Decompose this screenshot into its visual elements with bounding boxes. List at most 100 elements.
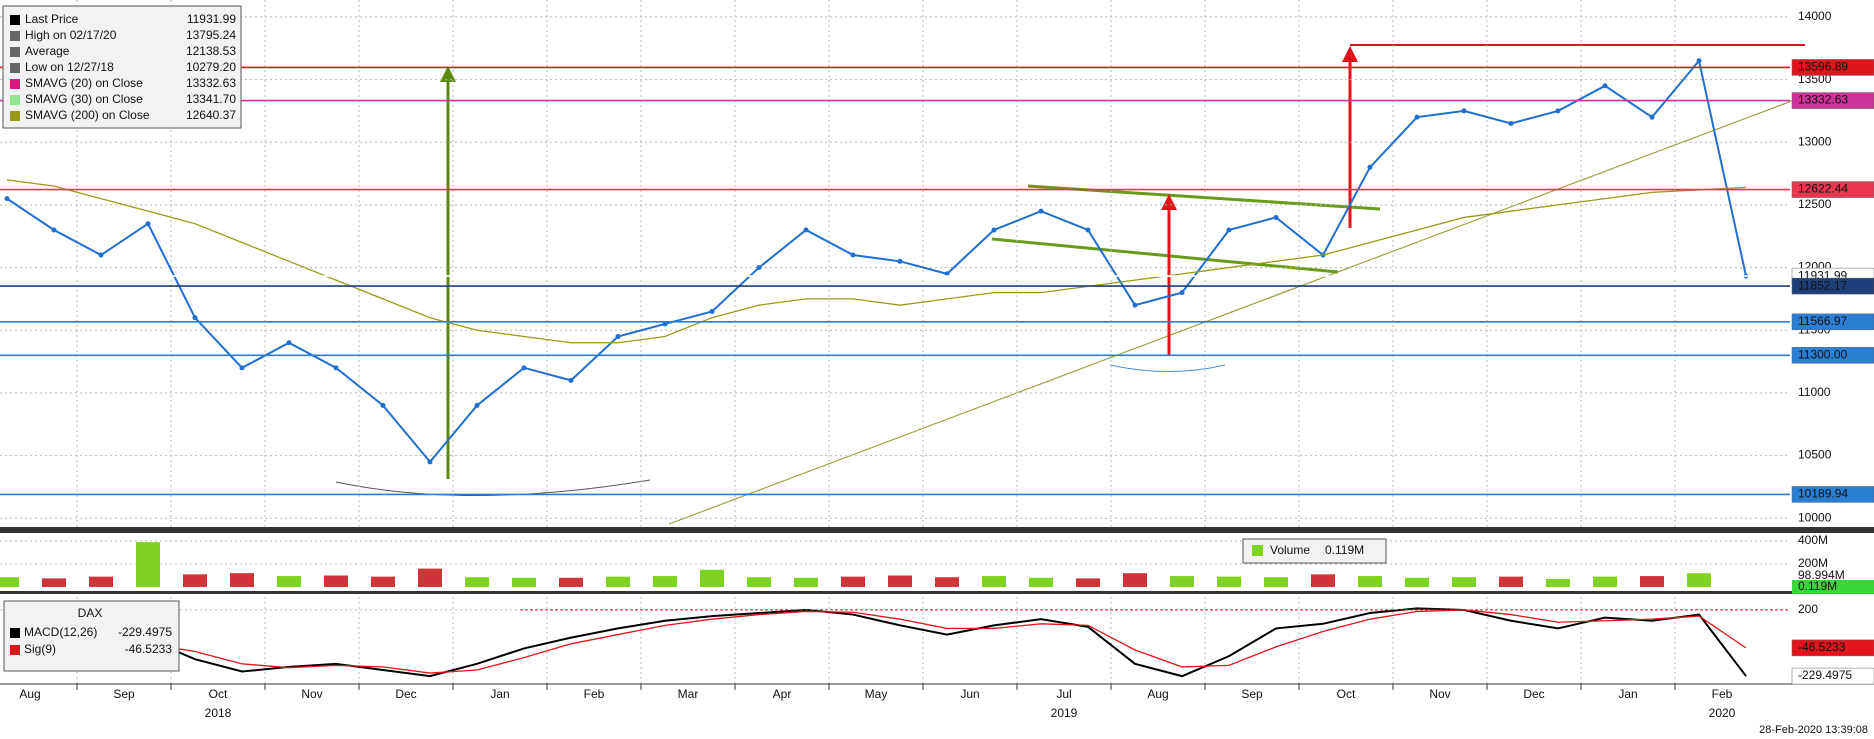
volume-bar (512, 577, 536, 587)
price-point (98, 252, 104, 258)
series-line (6, 58, 1747, 464)
price-point (709, 308, 715, 314)
panel-separator (0, 591, 1874, 594)
level-label: 10189.94 (1798, 487, 1848, 501)
x-tick-label: Dec (395, 687, 416, 701)
volume-bar (1499, 576, 1523, 587)
level-box (1791, 313, 1874, 331)
x-tick-label: Nov (301, 687, 322, 701)
y-tick-label: 14000 (1798, 9, 1832, 23)
legend-value: 0.119M (1325, 543, 1364, 557)
legend-swatch (10, 31, 20, 41)
volume-bar (888, 575, 912, 587)
legend-value: 12640.37 (186, 108, 236, 122)
legend-value: -229.4975 (118, 625, 172, 639)
panel-separator (0, 527, 1874, 533)
legend-name: Average (25, 44, 70, 58)
y-tick-label: 11000 (1798, 385, 1831, 399)
volume-bar (465, 577, 489, 587)
x-tick-label: Apr (773, 687, 792, 701)
volume-bar (1311, 574, 1335, 587)
volume-bar (1264, 577, 1288, 587)
x-tick-label: Feb (584, 687, 605, 701)
price-point (1602, 83, 1608, 89)
legend-value: 13332.63 (186, 76, 236, 90)
level-label: 11852.17 (1798, 278, 1847, 292)
legend-value: 13341.70 (186, 92, 236, 106)
level-label: 11300.00 (1798, 347, 1847, 361)
volume-bar (230, 573, 254, 587)
price-point (1179, 290, 1185, 296)
level-box (1791, 486, 1874, 503)
price-point (1085, 227, 1091, 233)
timestamp: 28-Feb-2020 13:39:08 (1759, 724, 1868, 736)
x-tick-label: Nov (1429, 687, 1450, 701)
volume-bar (277, 576, 301, 587)
legend-name: SMAVG (30) on Close (25, 92, 143, 106)
price-point (1461, 108, 1467, 114)
x-tick-label: Aug (19, 687, 40, 701)
y-tick-label: 10500 (1798, 448, 1832, 462)
price-point (568, 377, 574, 383)
price-point (615, 334, 621, 340)
series-line (6, 179, 1747, 344)
level-box (1791, 92, 1874, 109)
price-point (1132, 302, 1138, 308)
year-label: 2019 (1051, 706, 1078, 720)
legend-swatch (10, 15, 20, 25)
level-label: 13332.63 (1798, 93, 1848, 107)
arrow-head (440, 66, 456, 82)
x-tick-label: Jun (960, 687, 979, 701)
legend-name: SMAVG (200) on Close (25, 108, 150, 122)
price-point (380, 402, 386, 408)
volume-bar (1546, 578, 1570, 587)
volume-bar (1123, 573, 1147, 587)
legend-value: 12138.53 (186, 44, 236, 58)
price-point (1038, 208, 1044, 214)
volume-bar (606, 576, 630, 587)
y-tick-label: 10000 (1798, 510, 1832, 524)
legend-name: Sig(9) (24, 642, 56, 656)
y-tick-label: 400M (1798, 533, 1828, 547)
legend-name: Last Price (25, 12, 79, 26)
price-point (1555, 108, 1561, 114)
price-point (803, 227, 809, 233)
legend-swatch (10, 63, 20, 73)
legend-box (1242, 538, 1387, 564)
arrow-head (1342, 46, 1358, 62)
y-tick-label: 12500 (1798, 197, 1832, 211)
value-box (1792, 579, 1874, 594)
price-point (286, 340, 292, 346)
x-tick-label: Jan (490, 687, 509, 701)
y-tick-label: 0.119M (1798, 579, 1837, 593)
legend-swatch (1252, 545, 1263, 556)
volume-bar (371, 576, 395, 587)
level-box (1791, 277, 1874, 295)
x-tick-label: Mar (678, 687, 699, 701)
legend-value: 11931.99 (187, 12, 236, 26)
volume-bar (841, 576, 865, 587)
legend-name: Volume (1270, 543, 1310, 557)
volume-bar (183, 574, 207, 587)
x-tick-label: Oct (1337, 687, 1356, 701)
price-point (1414, 114, 1420, 120)
x-tick-label: Jul (1056, 687, 1071, 701)
volume-bar (935, 577, 959, 587)
year-label: 2020 (1709, 706, 1736, 720)
value-box (1791, 667, 1874, 685)
x-tick-label: Sep (113, 687, 135, 701)
level-box (1791, 181, 1874, 198)
price-point (991, 227, 997, 233)
x-tick-label: Feb (1712, 687, 1733, 701)
volume-bar (1217, 576, 1241, 587)
annotations (0, 0, 1806, 684)
legend-swatch (10, 645, 20, 655)
price-point (1508, 120, 1514, 126)
x-tick-label: Aug (1147, 687, 1168, 701)
price-point (1226, 227, 1232, 233)
value-box (1791, 639, 1874, 657)
volume-bar (1687, 573, 1711, 587)
legend-swatch (10, 111, 20, 121)
volume-bar (1076, 578, 1100, 587)
price-point (51, 227, 57, 233)
